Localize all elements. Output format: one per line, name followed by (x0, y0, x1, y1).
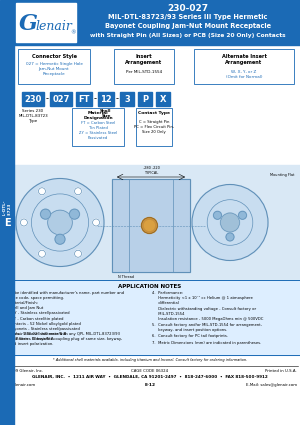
Text: 12: 12 (100, 94, 112, 104)
Bar (0, 165, 300, 280)
Circle shape (226, 233, 234, 241)
Text: N Thread: N Thread (118, 275, 134, 279)
Text: FT = Carbon Steel
Tin Plated
ZY = Stainless Steel
Passivated: FT = Carbon Steel Tin Plated ZY = Stainl… (79, 121, 117, 140)
Text: with Straight Pin (All Sizes) or PCB (Size 20 Only) Contacts: with Straight Pin (All Sizes) or PCB (Si… (90, 32, 286, 37)
Text: www.glenair.com: www.glenair.com (3, 383, 36, 387)
Bar (22, 92, 44, 106)
Bar (156, 92, 170, 106)
Bar (14, 45, 300, 165)
Bar (76, 92, 92, 106)
Text: MIL-DTL-83723/93 Series III Type Hermetic: MIL-DTL-83723/93 Series III Type Hermeti… (108, 14, 268, 20)
Bar (120, 92, 134, 106)
Text: G: G (19, 13, 38, 35)
Text: © 2009 Glenair, Inc.: © 2009 Glenair, Inc. (3, 369, 43, 373)
Bar (0, 215, 14, 230)
Circle shape (192, 184, 268, 261)
Circle shape (48, 210, 72, 235)
Circle shape (144, 221, 154, 230)
Bar (194, 49, 294, 84)
Circle shape (220, 213, 239, 232)
Bar (14, 0, 300, 45)
Bar (0, 0, 14, 425)
Text: Connector Style: Connector Style (32, 54, 76, 59)
Bar (136, 108, 172, 146)
Bar (0, 280, 300, 355)
Circle shape (40, 209, 50, 219)
Text: ®: ® (70, 31, 76, 36)
Circle shape (70, 209, 80, 219)
Text: 1.  To be identified with manufacturer's name, part number and
     date code, s: 1. To be identified with manufacturer's … (3, 291, 124, 300)
Text: -: - (46, 94, 49, 104)
Bar (112, 179, 190, 272)
Circle shape (74, 250, 82, 257)
Text: 5.  Consult factory and/or MIL-STD-1554 for arrangement,
     keyway, and insert: 5. Consult factory and/or MIL-STD-1554 f… (152, 323, 262, 332)
Text: W, X, Y, or Z
(Omit for Normal): W, X, Y, or Z (Omit for Normal) (226, 70, 262, 79)
Text: Contact Type: Contact Type (138, 111, 170, 115)
Bar (18, 49, 90, 84)
Text: 027: 027 (52, 94, 70, 104)
Text: X: X (160, 94, 166, 104)
Text: Material
Designation: Material Designation (83, 111, 113, 120)
Circle shape (20, 219, 27, 226)
Text: -: - (94, 94, 97, 104)
Bar (112, 179, 190, 272)
Text: E-Mail: sales@glenair.com: E-Mail: sales@glenair.com (246, 383, 297, 387)
Text: Bayonet Coupling Jam-Nut Mount Receptacle: Bayonet Coupling Jam-Nut Mount Receptacl… (105, 23, 271, 29)
Text: C = Straight Pin
PC = Flex Circuit Pin,
Size 20 Only: C = Straight Pin PC = Flex Circuit Pin, … (134, 120, 174, 134)
Text: * Additional shell materials available, including titanium and Inconel. Consult : * Additional shell materials available, … (53, 358, 247, 362)
Text: MIL-DTL-
83723: MIL-DTL- 83723 (2, 200, 11, 220)
Text: CAGE CODE 06324: CAGE CODE 06324 (131, 369, 169, 373)
Bar (98, 92, 114, 106)
Bar (72, 108, 124, 146)
Text: APPLICATION NOTES: APPLICATION NOTES (118, 284, 182, 289)
Bar (16, 3, 76, 42)
Circle shape (16, 178, 104, 266)
Text: Shell
Size: Shell Size (100, 109, 112, 118)
Bar (138, 92, 152, 106)
Bar (114, 49, 174, 84)
Text: Mounting Flat: Mounting Flat (270, 173, 295, 177)
Text: .280 .220
TYPICAL: .280 .220 TYPICAL (142, 167, 159, 175)
Circle shape (38, 188, 46, 195)
Text: Alternate Insert
Arrangement: Alternate Insert Arrangement (222, 54, 266, 65)
Bar (0, 280, 300, 355)
Circle shape (74, 188, 82, 195)
Text: 230-027: 230-027 (167, 3, 208, 12)
Text: Insert
Arrangement: Insert Arrangement (125, 54, 163, 65)
Text: GLENAIR, INC.  •  1211 AIR WAY  •  GLENDALE, CA 91201-2497  •  818-247-6000  •  : GLENAIR, INC. • 1211 AIR WAY • GLENDALE,… (32, 375, 268, 379)
Text: Printed in U.S.A.: Printed in U.S.A. (266, 369, 297, 373)
Text: 027 = Hermetic Single Hole
Jam-Nut Mount
Receptacle: 027 = Hermetic Single Hole Jam-Nut Mount… (26, 62, 82, 76)
Text: Per MIL-STD-1554: Per MIL-STD-1554 (126, 70, 162, 74)
Circle shape (214, 211, 221, 219)
Text: Series 230
MIL-DTL-83723
Type: Series 230 MIL-DTL-83723 Type (18, 109, 48, 123)
Circle shape (55, 234, 65, 244)
Text: 3.  Glenair 230-027 will mate with any QPL MIL-DTL-83723/93
     & TF Series III: 3. Glenair 230-027 will mate with any QP… (3, 332, 122, 346)
Text: 3: 3 (124, 94, 130, 104)
Circle shape (238, 211, 247, 219)
Text: lenair: lenair (36, 20, 72, 32)
Text: FT: FT (78, 94, 90, 104)
Text: P: P (142, 94, 148, 104)
Text: E: E (4, 218, 10, 227)
Text: 2.  Material/Finish:
     Shell and Jam Nut
       ZY - Stainless steel/passivat: 2. Material/Finish: Shell and Jam Nut ZY… (3, 301, 81, 341)
Bar (50, 92, 72, 106)
Text: E-12: E-12 (145, 383, 155, 387)
Text: -: - (116, 94, 118, 104)
Text: 230: 230 (24, 94, 42, 104)
Text: 6.  Consult factory for PC tail footprints.: 6. Consult factory for PC tail footprint… (152, 334, 228, 338)
Text: 7.  Metric Dimensions (mm) are indicated in parentheses.: 7. Metric Dimensions (mm) are indicated … (152, 341, 261, 345)
Circle shape (38, 250, 46, 257)
Circle shape (93, 219, 100, 226)
Text: 4.  Performance:
     Hermeticity <1 x 10⁻⁷ cc Helium @ 1 atmosphere
     differ: 4. Performance: Hermeticity <1 x 10⁻⁷ cc… (152, 291, 263, 321)
Circle shape (141, 218, 158, 233)
